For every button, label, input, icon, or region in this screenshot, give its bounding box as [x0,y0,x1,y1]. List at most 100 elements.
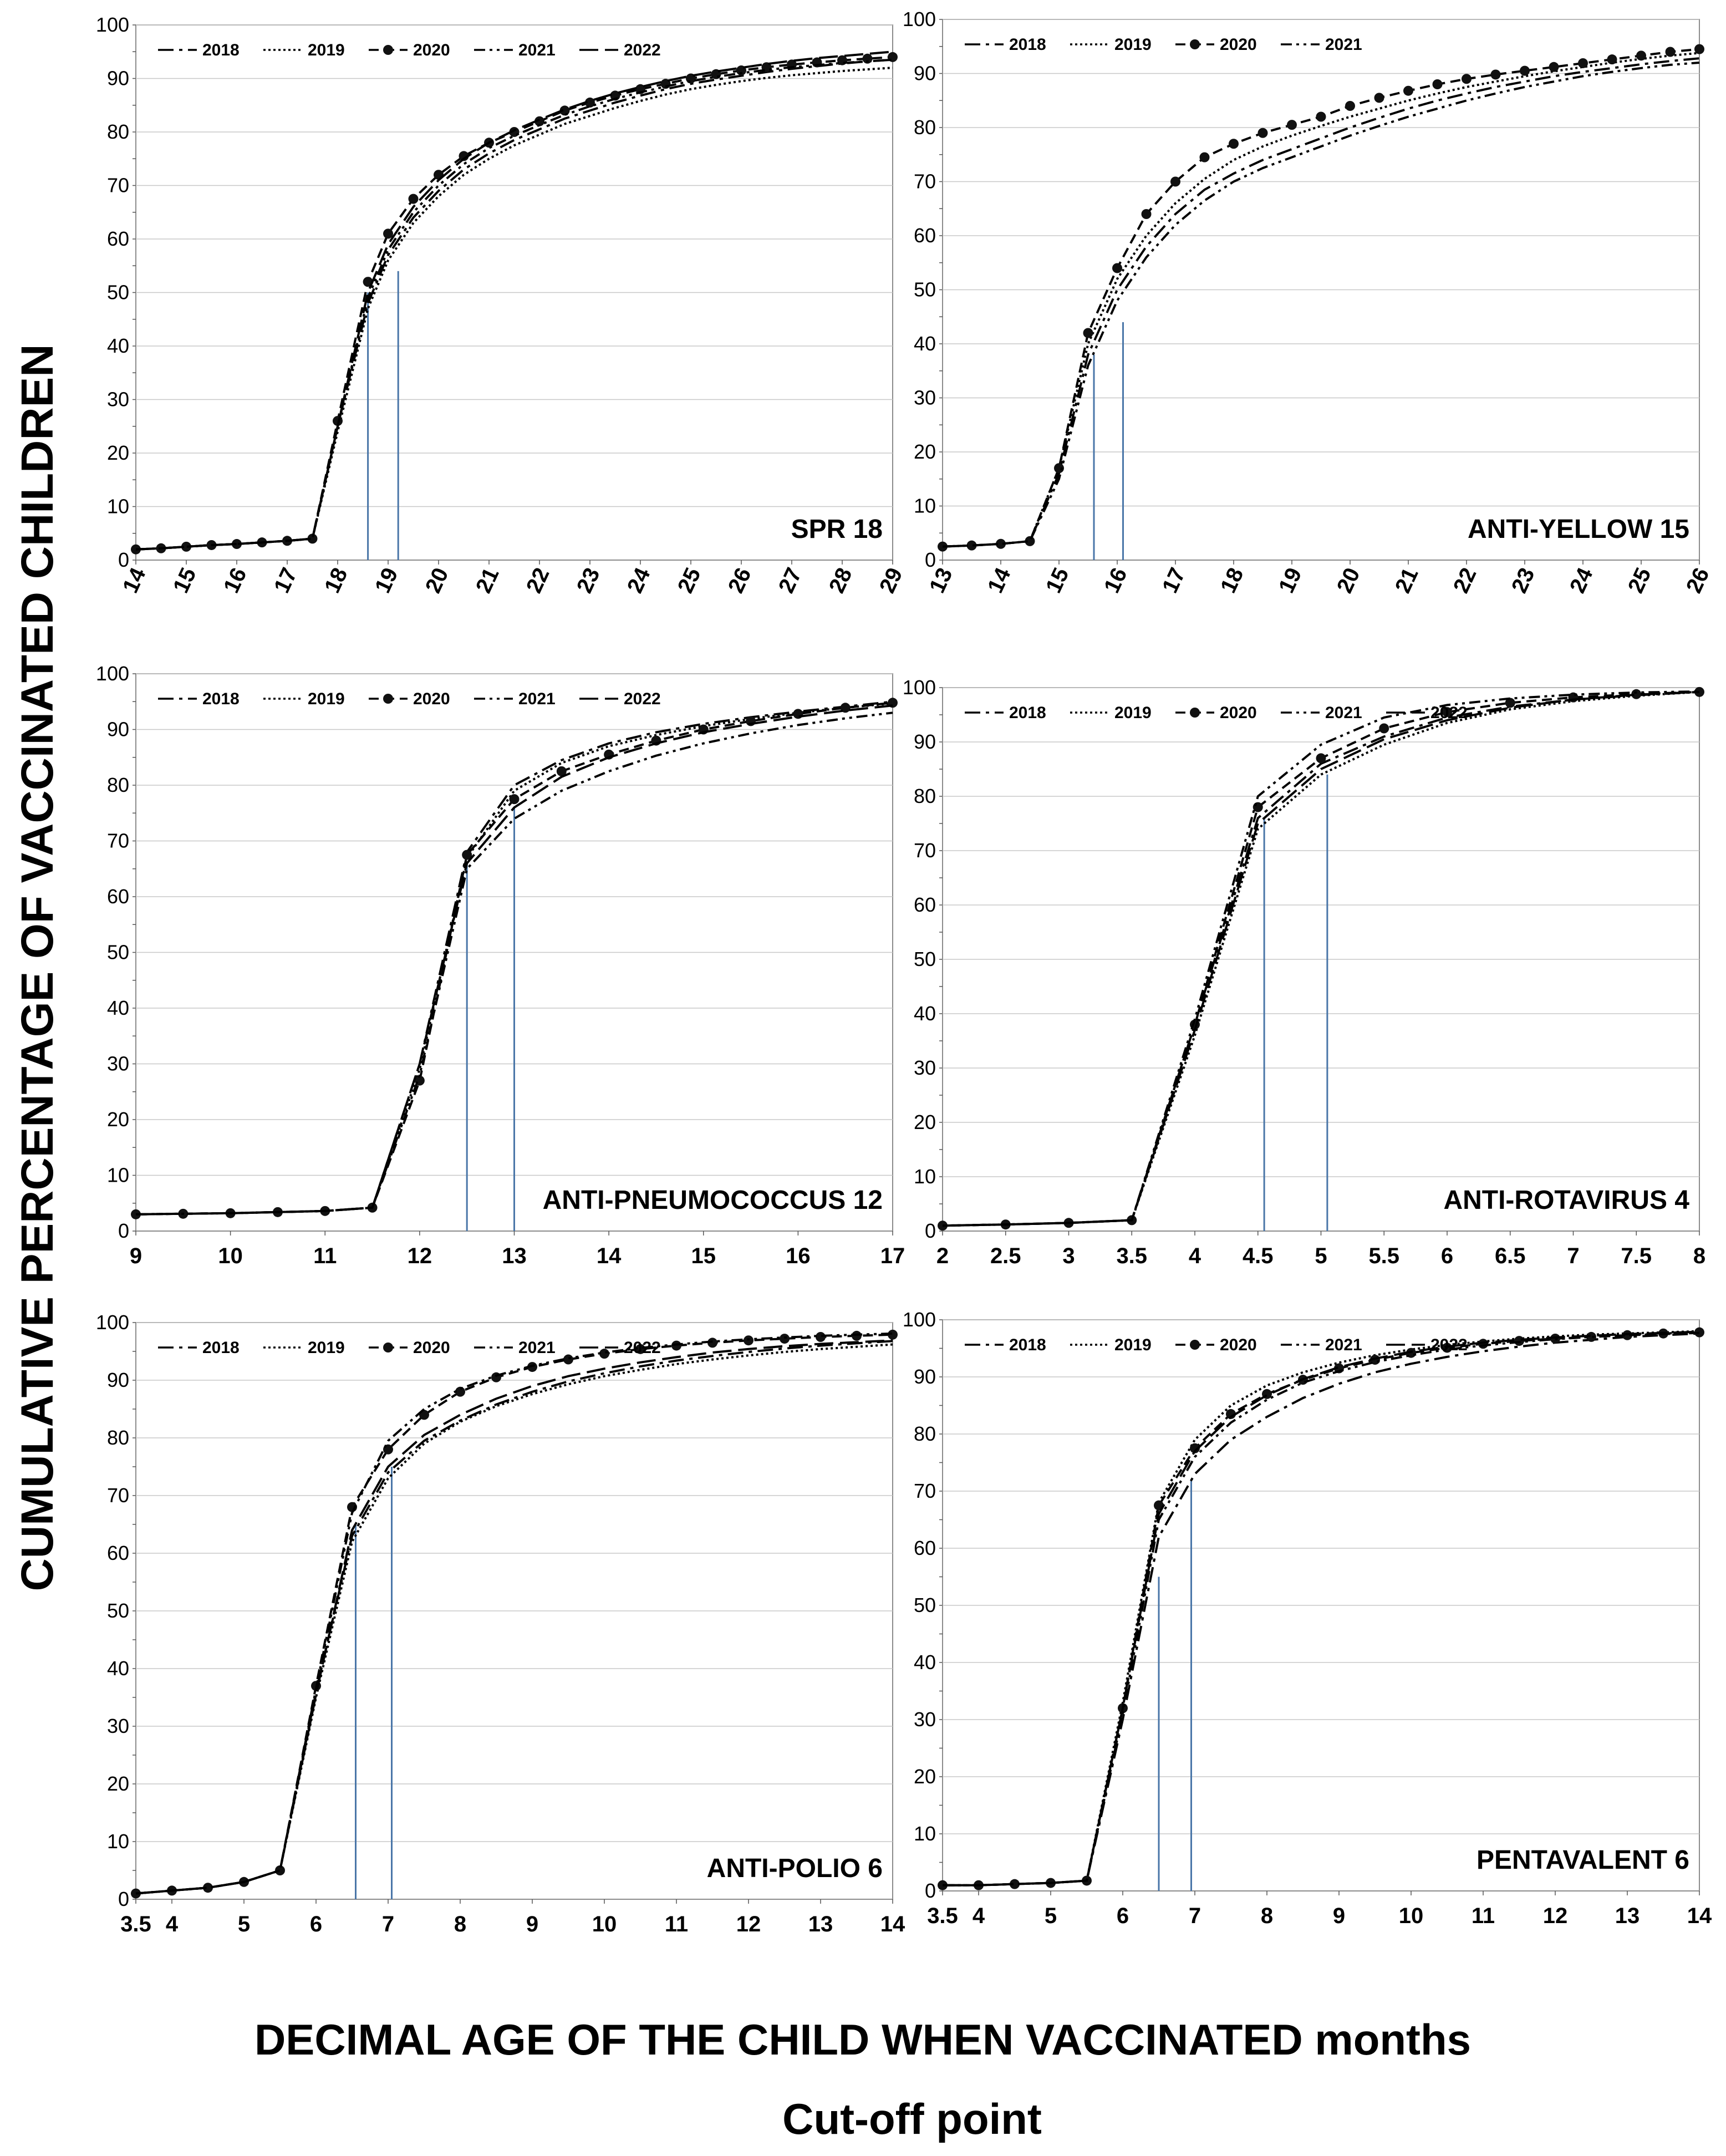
series-line-2018 [942,57,1700,548]
legend-marker [1190,39,1200,49]
data-point [1549,62,1559,72]
data-point [707,1338,717,1348]
x-tick-label: 9 [130,1244,142,1268]
y-tick-label: 60 [914,893,936,916]
data-point [888,1329,898,1340]
data-point [816,1332,826,1342]
y-tick-label: 70 [107,830,129,852]
x-tick-label: 9 [526,1912,538,1936]
y-tick-label: 90 [107,67,129,90]
panel-title: PENTAVALENT 6 [1476,1845,1689,1875]
y-tick-label: 0 [925,548,936,571]
legend-entry: 2020 [413,690,450,708]
x-tick-label: 13 [1615,1904,1640,1928]
y-tick-label: 50 [107,281,129,304]
chart-panel: 0 10 20 30 40 50 60 70 80 90 100 9 10 11 12 13 14 15 16 17 2… [96,662,905,1268]
x-tick-label: 5 [238,1912,250,1936]
legend-marker [383,45,393,55]
y-tick-label: 0 [118,1219,129,1242]
y-tick-label: 60 [107,885,129,908]
y-tick-label: 40 [107,334,129,357]
legend-entry: 2021 [518,41,556,59]
legend-entry: 2019 [1114,35,1152,54]
y-tick-label: 90 [914,730,936,753]
y-tick-label: 80 [107,1426,129,1449]
x-tick-label: 2.5 [990,1244,1021,1268]
y-tick-label: 100 [96,662,129,685]
x-tick-label: 15 [169,564,201,597]
series-line-2021 [135,711,893,1216]
y-tick-label: 20 [107,441,129,464]
data-point [462,850,472,860]
x-tick-label: 7.5 [1621,1244,1652,1268]
data-point [1345,101,1355,111]
x-tick-label: 21 [471,564,504,597]
x-tick-label: 16 [786,1244,811,1268]
legend-entry: 2022 [624,41,661,59]
x-tick-label: 8 [1693,1244,1705,1268]
data-point [1025,536,1035,546]
y-tick-label: 20 [914,440,936,463]
data-point [556,766,567,776]
data-point [455,1386,465,1397]
data-point [181,541,191,552]
x-tick-label: 28 [824,564,857,597]
x-tick-label: 25 [673,564,706,597]
legend-marker [383,1343,393,1352]
data-point [744,1335,753,1346]
data-point [966,540,977,551]
legend-entry: 2021 [1325,1336,1362,1354]
data-point [563,1354,573,1365]
x-tick-label: 7 [1189,1904,1201,1928]
legend-entry: 2020 [1220,704,1257,722]
y-tick-label: 30 [914,387,936,409]
x-tick-label: 11 [665,1912,688,1936]
y-tick-label: 70 [914,839,936,862]
data-point [1403,85,1413,96]
data-point [1442,707,1452,718]
x-tick-label: 26 [724,564,756,597]
y-tick-label: 10 [914,495,936,517]
y-tick-label: 100 [96,1311,129,1334]
legend-entry: 2018 [1009,35,1046,54]
data-point [635,1344,645,1354]
x-tick-label: 17 [880,1244,905,1268]
legend-entry: 2020 [413,41,450,59]
series-line-2022 [135,50,893,551]
y-tick-label: 10 [107,495,129,518]
data-point [307,533,318,544]
x-tick-label: 14 [983,564,1016,597]
y-tick-label: 40 [914,1651,936,1674]
data-point [793,709,803,719]
panel-title: ANTI-PNEUMOCOCCUS 12 [543,1186,883,1215]
y-tick-label: 10 [107,1164,129,1187]
chart-panel: 0 10 20 30 40 50 60 70 80 90 100 2 2.5 3 3.5 4 4.5 5 5.5 6 6… [903,676,1705,1268]
data-point [1374,93,1384,103]
series-line-2022 [942,690,1700,1227]
panel-title: ANTI-YELLOW 15 [1468,515,1689,544]
y-tick-label: 100 [903,676,936,699]
legend-entry: 2018 [202,1339,240,1357]
x-tick-label: 16 [219,564,252,597]
legend-marker [1190,1340,1200,1350]
legend-marker [383,694,393,704]
data-point [459,151,469,161]
series-line-2022 [943,1330,1700,1886]
y-tick-label: 30 [107,1715,129,1737]
x-tick-label: 14 [1687,1904,1712,1928]
data-point [131,1209,141,1219]
legend-entry: 2018 [202,690,240,708]
y-tick-label: 20 [107,1772,129,1795]
data-point [671,1340,681,1351]
y-tick-label: 0 [925,1879,936,1902]
x-tick-label: 6 [1117,1904,1129,1928]
x-tick-label: 12 [1543,1904,1568,1928]
y-tick-label: 60 [914,1537,936,1559]
x-tick-label: 10 [592,1912,617,1936]
data-point [1505,698,1515,708]
data-point [509,794,520,805]
data-point [840,703,851,713]
y-tick-label: 50 [914,278,936,301]
y-tick-label: 30 [107,1052,129,1075]
